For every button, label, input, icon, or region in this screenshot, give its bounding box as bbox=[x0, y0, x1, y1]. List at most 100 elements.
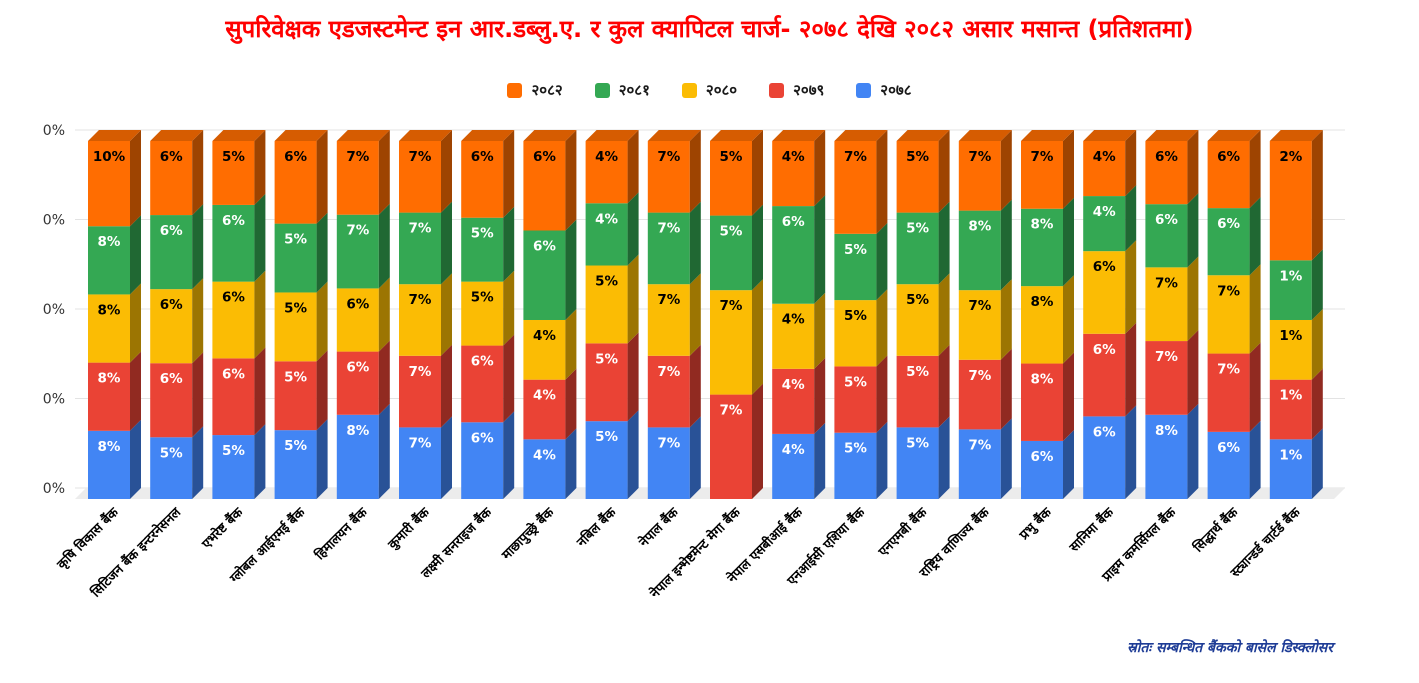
bar-segment-front-face[interactable] bbox=[958, 429, 1001, 499]
bar-segment-front-face[interactable] bbox=[1083, 251, 1126, 334]
bar-segment-front-face[interactable] bbox=[958, 210, 1001, 291]
bar-segment-front-face[interactable] bbox=[1021, 363, 1063, 441]
bar-segment[interactable]: 7% bbox=[958, 279, 1012, 360]
bar-segment-front-face[interactable] bbox=[336, 351, 379, 415]
bar-segment-front-face[interactable] bbox=[896, 427, 939, 499]
bar-segment[interactable]: 6% bbox=[461, 334, 515, 423]
bar-segment[interactable]: 5% bbox=[585, 410, 639, 499]
bar-segment[interactable]: 6% bbox=[150, 204, 204, 290]
bar-segment-front-face[interactable] bbox=[212, 141, 255, 205]
bar-segment[interactable]: 7% bbox=[710, 279, 763, 395]
bar-segment-front-face[interactable] bbox=[1207, 275, 1250, 354]
bar-segment[interactable]: 5% bbox=[834, 289, 888, 367]
bar-segment[interactable]: 5% bbox=[896, 416, 950, 499]
bar-segment[interactable]: 5% bbox=[461, 270, 515, 346]
bar-segment[interactable]: 7% bbox=[958, 130, 1012, 211]
bar-segment[interactable]: 6% bbox=[1083, 405, 1137, 499]
bar-segment-front-face[interactable] bbox=[772, 303, 815, 369]
bar-segment-front-face[interactable] bbox=[461, 345, 504, 423]
bar-segment[interactable]: 7% bbox=[958, 418, 1012, 499]
bar-segment-front-face[interactable] bbox=[585, 141, 628, 204]
bar-segment[interactable]: 6% bbox=[150, 352, 204, 438]
bar-segment-front-face[interactable] bbox=[647, 212, 690, 285]
legend-item-1[interactable]: २०८२ bbox=[507, 80, 563, 100]
bar-segment-front-face[interactable] bbox=[212, 204, 255, 282]
bar-segment[interactable]: 6% bbox=[461, 130, 515, 218]
bar-segment[interactable]: 5% bbox=[274, 419, 328, 499]
bar-segment[interactable]: 4% bbox=[772, 130, 826, 207]
bar-segment[interactable]: 7% bbox=[399, 273, 452, 356]
bar-segment-front-face[interactable] bbox=[336, 288, 379, 352]
bar-segment-front-face[interactable] bbox=[336, 141, 379, 215]
bar-segment-front-face[interactable] bbox=[834, 366, 877, 433]
bar-segment[interactable]: 6% bbox=[1083, 240, 1137, 334]
bar-segment-front-face[interactable] bbox=[1145, 341, 1188, 415]
bar-segment[interactable]: 1% bbox=[1269, 249, 1323, 320]
bar-segment-front-face[interactable] bbox=[1269, 141, 1312, 261]
bar-segment[interactable]: 6% bbox=[1207, 420, 1261, 499]
bar-segment[interactable]: 8% bbox=[1145, 403, 1199, 499]
bar-segment-front-face[interactable] bbox=[772, 433, 815, 499]
bar-segment-front-face[interactable] bbox=[1083, 141, 1126, 197]
bar-segment[interactable]: 8% bbox=[88, 351, 141, 431]
bar-segment-front-face[interactable] bbox=[1269, 260, 1312, 320]
bar-segment[interactable]: 8% bbox=[1021, 352, 1074, 441]
bar-segment[interactable]: 6% bbox=[1145, 193, 1199, 268]
bar-segment-front-face[interactable] bbox=[523, 439, 566, 499]
bar-segment[interactable]: 7% bbox=[399, 416, 452, 499]
bar-segment-front-face[interactable] bbox=[710, 290, 752, 395]
bar-segment[interactable]: 10% bbox=[88, 130, 141, 227]
bar-segment-front-face[interactable] bbox=[896, 212, 939, 285]
bar-segment-front-face[interactable] bbox=[647, 355, 690, 428]
bar-segment-front-face[interactable] bbox=[1269, 320, 1312, 380]
bar-segment-front-face[interactable] bbox=[212, 358, 255, 436]
bar-segment[interactable]: 6% bbox=[1207, 130, 1261, 209]
bar-segment-front-face[interactable] bbox=[461, 217, 504, 282]
bar-segment[interactable]: 6% bbox=[523, 219, 577, 321]
bar-segment[interactable]: 6% bbox=[150, 278, 204, 364]
bar-segment-front-face[interactable] bbox=[585, 421, 628, 499]
bar-segment[interactable]: 5% bbox=[212, 130, 266, 205]
bar-segment[interactable]: 7% bbox=[336, 203, 390, 289]
bar-segment-front-face[interactable] bbox=[1083, 196, 1126, 252]
bar-segment[interactable]: 5% bbox=[585, 254, 639, 344]
bar-segment-front-face[interactable] bbox=[523, 320, 566, 380]
bar-segment[interactable]: 8% bbox=[88, 419, 141, 499]
bar-segment-front-face[interactable] bbox=[1021, 208, 1063, 287]
bar-segment-front-face[interactable] bbox=[1207, 208, 1250, 276]
legend-item-2[interactable]: २०८१ bbox=[594, 80, 650, 100]
bar-segment-front-face[interactable] bbox=[1207, 353, 1250, 432]
legend-item-4[interactable]: २०७९ bbox=[769, 80, 824, 100]
bar-segment[interactable]: 4% bbox=[772, 357, 826, 434]
bar-segment-front-face[interactable] bbox=[274, 430, 317, 499]
bar-segment[interactable]: 5% bbox=[710, 130, 763, 216]
bar-segment[interactable]: 5% bbox=[212, 424, 266, 499]
bar-segment[interactable]: 6% bbox=[461, 411, 515, 499]
bar-segment-front-face[interactable] bbox=[274, 292, 317, 362]
bar-segment-front-face[interactable] bbox=[274, 141, 317, 224]
bar-segment-front-face[interactable] bbox=[1269, 439, 1312, 499]
bar-segment[interactable]: 4% bbox=[585, 130, 639, 204]
bar-segment[interactable]: 7% bbox=[1145, 330, 1199, 415]
bar-segment-front-face[interactable] bbox=[585, 265, 628, 344]
bar-segment-front-face[interactable] bbox=[1207, 141, 1250, 209]
bar-segment[interactable]: 1% bbox=[1269, 309, 1323, 380]
bar-segment-front-face[interactable] bbox=[274, 223, 317, 293]
bar-segment-front-face[interactable] bbox=[461, 141, 504, 218]
bar-segment-front-face[interactable] bbox=[896, 355, 939, 428]
bar-segment[interactable]: 5% bbox=[585, 332, 639, 422]
bar-segment[interactable]: 4% bbox=[1083, 185, 1137, 252]
bar-segment-front-face[interactable] bbox=[958, 359, 1001, 430]
bar-segment-front-face[interactable] bbox=[461, 281, 504, 346]
bar-segment[interactable]: 4% bbox=[1083, 130, 1137, 197]
bar-segment[interactable]: 7% bbox=[1207, 264, 1261, 354]
bar-segment-front-face[interactable] bbox=[834, 233, 877, 301]
bar-segment[interactable]: 5% bbox=[274, 281, 328, 362]
bar-segment-front-face[interactable] bbox=[1269, 379, 1312, 440]
bar-segment-front-face[interactable] bbox=[399, 427, 441, 499]
bar-segment-front-face[interactable] bbox=[1021, 141, 1063, 209]
bar-segment[interactable]: 7% bbox=[336, 130, 390, 215]
bar-segment[interactable]: 5% bbox=[896, 344, 950, 428]
bar-segment[interactable]: 8% bbox=[1021, 275, 1074, 364]
bar-segment-front-face[interactable] bbox=[274, 361, 317, 431]
